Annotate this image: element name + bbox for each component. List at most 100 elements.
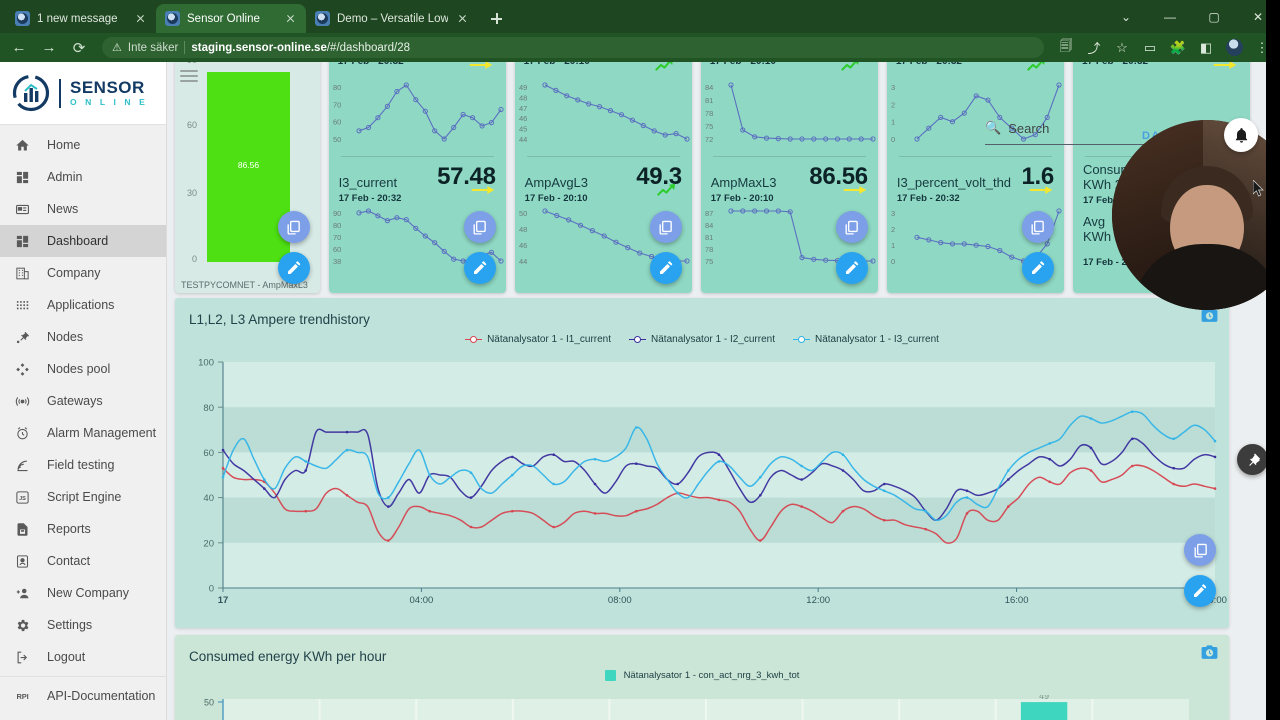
tab-close-icon[interactable] [283,11,298,26]
copy-panel-button[interactable] [1184,534,1216,566]
profile-avatar[interactable] [1222,36,1246,60]
sidebar-item-label: Script Engine [47,490,122,504]
card-timestamp: 17 Feb - 20:32 [896,193,960,204]
app-sidebar: SENSOR O N L I N E Home Admin News Dashboar… [0,62,167,720]
sidebar-item-admin[interactable]: Admin [0,161,166,193]
legend-item[interactable]: Nätanalysator 1 - I2_current [629,334,775,345]
svg-text:81: 81 [705,96,713,105]
legend-item[interactable]: Nätanalysator 1 - I3_current [792,334,939,345]
translate-icon[interactable]: 🗐 [1059,37,1073,53]
sidebar-item-dashboard[interactable]: Dashboard [0,225,166,257]
edit-card-button[interactable] [463,252,496,284]
sidebar-item-reports[interactable]: Reports [0,513,166,545]
sidebar-item-new-company[interactable]: New Company [0,577,166,609]
search-underline [985,144,1160,145]
dashboard-icon [14,233,31,250]
notification-bell-icon[interactable] [1224,118,1258,152]
bookmark-star-icon[interactable]: ☆ [1116,39,1128,55]
kpi-name: AmpMaxL3 [710,175,777,191]
edit-card-button[interactable] [649,252,682,284]
copy-card-button[interactable] [835,211,868,243]
nodes-plug-icon [14,329,31,346]
svg-text:48: 48 [519,93,527,102]
svg-text:48: 48 [519,225,527,234]
copy-card-button[interactable] [649,211,682,243]
sidebar-item-alarm-management[interactable]: Alarm Management [0,417,166,449]
sidepanel-icon[interactable]: ◧ [1199,39,1213,55]
axis-tick: 60 [187,120,198,130]
sidebar-item-nodes[interactable]: Nodes [0,321,166,353]
share-icon[interactable]: ⤴ [1087,41,1101,56]
sidebar-item-label: API-Documentation [47,689,156,703]
svg-text:1: 1 [891,241,895,250]
sidebar-item-gateways[interactable]: Gateways [0,385,166,417]
media-icon[interactable]: ▭ [1143,39,1157,55]
sidebar-item-settings[interactable]: Settings [0,609,166,641]
edit-card-button[interactable] [277,252,310,284]
sidebar-item-field-testing[interactable]: Field testing [0,449,166,481]
svg-text:49: 49 [519,83,527,92]
card-timestamp: 17 Feb - 20:10 [524,193,588,204]
dashboard-content: 90 60 30 0 86.56 TESTPYCOMNET - AmpMaxL3… [167,62,1266,720]
kpi-cards-row: 90 60 30 0 86.56 TESTPYCOMNET - AmpMaxL3… [175,62,1251,293]
search-input[interactable]: Search [1008,120,1050,136]
close-window-button[interactable]: ✕ [1252,9,1264,24]
snapshot-clock-icon[interactable] [1200,643,1219,662]
edit-card-button[interactable] [835,252,868,284]
sidebar-item-script-engine[interactable]: JS Script Engine [0,481,166,513]
contact-card-icon [14,553,31,570]
brand-logo[interactable]: SENSOR O N L I N E [0,62,166,125]
legend-label: Nätanalysator 1 - I2_current [651,334,775,345]
nodes-pool-icon [14,361,31,378]
copy-card-button[interactable] [1021,211,1054,243]
tab-search-chevron-icon[interactable]: ⌄ [1120,9,1132,24]
extensions-icon[interactable]: 🧩 [1169,39,1187,55]
tab-close-icon[interactable] [455,11,470,26]
search-overlay[interactable]: 🔍 Search [985,120,1160,145]
address-bar[interactable]: ⚠ Inte säker staging.sensor-online.se/#/… [102,37,1044,58]
svg-text:90: 90 [333,209,341,218]
svg-text:20:00: 20:00 [1203,595,1227,606]
field-testing-signal-icon [14,457,31,474]
mouse-cursor [1252,179,1265,203]
card-sparkline-top: 80 70 60 50 [329,78,506,152]
sidebar-item-api-documentation[interactable]: RPI API-Documentation [0,680,166,712]
trend-indicator-icon [1028,182,1054,203]
kpi-card-ampmaxl3: 17 Feb - 20:10 84 81 78 75 72 AmpMaxL3 86.56… [700,62,878,293]
legend-marker [792,335,810,344]
new-tab-button[interactable] [482,5,510,33]
forward-button[interactable]: → [41,39,57,56]
sidebar-item-news[interactable]: News [0,193,166,225]
tab-close-icon[interactable] [133,11,148,26]
panel-title: Consumed energy KWh per hour [189,649,387,664]
sidebar-item-home[interactable]: Home [0,129,166,161]
sidebar-divider [0,676,166,677]
brand-divider [59,78,61,108]
energy-bar-chart: 50 49 [175,691,1229,720]
card-sparkline-top: 3 2 1 0 [887,78,1064,152]
browser-tab-0[interactable]: 1 new message [6,4,156,33]
maximize-button[interactable]: ▢ [1208,9,1220,24]
back-button[interactable]: ← [11,39,27,56]
svg-text:45: 45 [519,125,527,134]
sidebar-item-company[interactable]: Company [0,257,166,289]
reload-button[interactable]: ⟳ [72,39,86,57]
edit-panel-button[interactable] [1184,575,1216,607]
minimize-button[interactable]: — [1164,9,1176,24]
copy-card-button[interactable] [277,211,310,243]
sidebar-item-logout[interactable]: Logout [0,641,166,673]
sidebar-item-applications[interactable]: Applications [0,289,166,321]
browser-tab-1[interactable]: Sensor Online [156,4,306,33]
browser-tab-2[interactable]: Demo – Versatile Low Code IOT [306,4,478,33]
sidebar-toggle-hamburger-icon[interactable] [180,70,198,84]
snapshot-clock-icon[interactable] [1200,306,1219,325]
card-timestamp: 17 Feb - 20:10 [515,62,590,67]
sidebar-item-contact[interactable]: Contact [0,545,166,577]
chrome-menu-icon[interactable]: ⋮ [1255,39,1269,55]
pin-plug-icon[interactable] [1237,444,1266,475]
legend-item[interactable]: Nätanalysator 1 - I1_current [465,334,611,345]
edit-card-button[interactable] [1021,252,1054,284]
sidebar-item-nodes-pool[interactable]: Nodes pool [0,353,166,385]
copy-card-button[interactable] [463,211,496,243]
